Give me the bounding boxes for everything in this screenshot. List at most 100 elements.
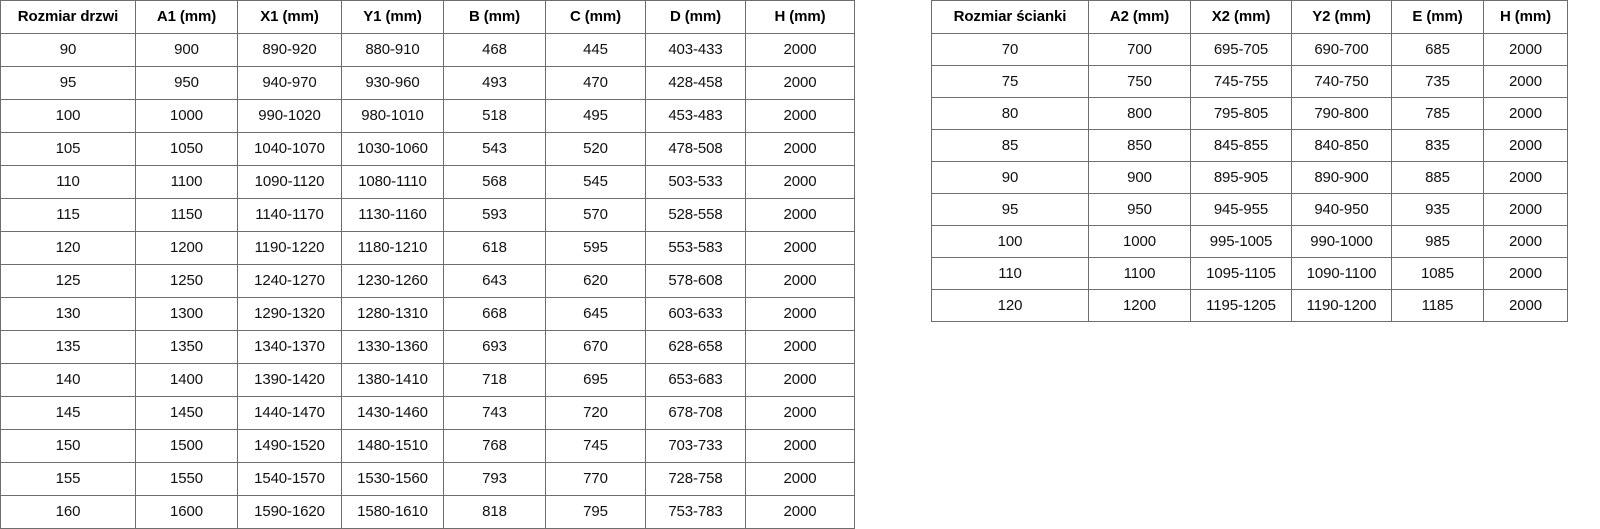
table-cell: 2000 — [745, 330, 855, 364]
table-row: 95 950 940-970 930-960 493 470 428-458 2000 — [0, 66, 855, 100]
table-row: 110 1100 1090-1120 1080-1110 568 545 503-533 20… — [0, 165, 855, 199]
table-cell: 2000 — [1483, 257, 1568, 290]
table-cell: 980-1010 — [341, 99, 444, 133]
table-cell: 1330-1360 — [341, 330, 444, 364]
table-cell: 520 — [545, 132, 646, 166]
table-cell: 1000 — [135, 99, 238, 133]
table-cell: 745 — [545, 429, 646, 463]
table-cell: 1550 — [135, 462, 238, 496]
table-cell: 2000 — [745, 462, 855, 496]
table-cell: 643 — [443, 264, 546, 298]
door-size-cell: 110 — [0, 165, 136, 199]
table-cell: 2000 — [745, 495, 855, 529]
table-row: 70 700 695-705 690-700 685 2000 — [931, 33, 1568, 66]
table-cell: 1030-1060 — [341, 132, 444, 166]
table-cell: 1380-1410 — [341, 363, 444, 397]
table-cell: 1480-1510 — [341, 429, 444, 463]
table-cell: 428-458 — [645, 66, 746, 100]
panel-size-cell: 70 — [931, 33, 1089, 66]
table-cell: 1280-1310 — [341, 297, 444, 331]
table-cell: 795-805 — [1190, 97, 1292, 130]
table-cell: 900 — [135, 33, 238, 67]
panel-size-cell: 90 — [931, 161, 1089, 194]
panel-size-table-container: Rozmiar ścianki A2 (mm) X2 (mm) Y2 (mm) E (m… — [931, 0, 1568, 322]
table-cell: 735 — [1391, 65, 1484, 98]
door-size-cell: 135 — [0, 330, 136, 364]
table-cell: 528-558 — [645, 198, 746, 232]
table-cell: 1400 — [135, 363, 238, 397]
table-cell: 890-920 — [237, 33, 342, 67]
door-size-cell: 105 — [0, 132, 136, 166]
table-cell: 2000 — [745, 33, 855, 67]
table-cell: 1190-1200 — [1291, 289, 1392, 322]
door-size-cell: 95 — [0, 66, 136, 100]
table-row: 90 900 895-905 890-900 885 2000 — [931, 161, 1568, 194]
table-cell: 995-1005 — [1190, 225, 1292, 258]
table-cell: 1500 — [135, 429, 238, 463]
table-cell: 2000 — [745, 264, 855, 298]
table-cell: 1085 — [1391, 257, 1484, 290]
panel-table-header-row: Rozmiar ścianki A2 (mm) X2 (mm) Y2 (mm) E (m… — [931, 0, 1568, 34]
table-cell: 2000 — [745, 396, 855, 430]
panel-size-table: Rozmiar ścianki A2 (mm) X2 (mm) Y2 (mm) E (m… — [931, 0, 1568, 322]
table-cell: 750 — [1088, 65, 1191, 98]
table-cell: 493 — [443, 66, 546, 100]
table-cell: 800 — [1088, 97, 1191, 130]
table-cell: 1100 — [1088, 257, 1191, 290]
table-cell: 578-608 — [645, 264, 746, 298]
table-cell: 668 — [443, 297, 546, 331]
table-cell: 890-900 — [1291, 161, 1392, 194]
table-cell: 2000 — [1483, 129, 1568, 162]
door-size-cell: 90 — [0, 33, 136, 67]
table-cell: 1490-1520 — [237, 429, 342, 463]
table-cell: 1140-1170 — [237, 198, 342, 232]
table-cell: 1340-1370 — [237, 330, 342, 364]
door-size-table-container: Rozmiar drzwi A1 (mm) X1 (mm) Y1 (mm) B (mm)… — [0, 0, 855, 529]
door-size-cell: 125 — [0, 264, 136, 298]
table-row: 85 850 845-855 840-850 835 2000 — [931, 129, 1568, 162]
table-cell: 628-658 — [645, 330, 746, 364]
table-cell: 1100 — [135, 165, 238, 199]
table-cell: 685 — [1391, 33, 1484, 66]
panel-table-body: 70 700 695-705 690-700 685 2000 75 750 745-755 74… — [931, 33, 1568, 322]
panel-table-header: Rozmiar ścianki A2 (mm) X2 (mm) Y2 (mm) E (m… — [931, 0, 1568, 34]
table-cell: 2000 — [745, 429, 855, 463]
table-cell: 950 — [135, 66, 238, 100]
table-cell: 793 — [443, 462, 546, 496]
table-row: 145 1450 1440-1470 1430-1460 743 720 678-708 20… — [0, 396, 855, 430]
table-cell: 728-758 — [645, 462, 746, 496]
table-cell: 795 — [545, 495, 646, 529]
table-row: 115 1150 1140-1170 1130-1160 593 570 528-558 20… — [0, 198, 855, 232]
table-cell: 678-708 — [645, 396, 746, 430]
door-size-cell: 115 — [0, 198, 136, 232]
table-row: 150 1500 1490-1520 1480-1510 768 745 703-733 20… — [0, 429, 855, 463]
table-cell: 595 — [545, 231, 646, 265]
table-cell: 2000 — [1483, 193, 1568, 226]
table-row: 110 1100 1095-1105 1090-1100 1085 2000 — [931, 257, 1568, 290]
table-cell: 1040-1070 — [237, 132, 342, 166]
door-table-body: 90 900 890-920 880-910 468 445 403-433 2000 95 95… — [0, 33, 855, 529]
table-cell: 770 — [545, 462, 646, 496]
table-cell: 1430-1460 — [341, 396, 444, 430]
table-row: 120 1200 1195-1205 1190-1200 1185 2000 — [931, 289, 1568, 322]
table-cell: 703-733 — [645, 429, 746, 463]
table-row: 120 1200 1190-1220 1180-1210 618 595 553-583 20… — [0, 231, 855, 265]
table-row: 160 1600 1590-1620 1580-1610 818 795 753-783 20… — [0, 495, 855, 529]
table-cell: 2000 — [745, 165, 855, 199]
door-size-cell: 155 — [0, 462, 136, 496]
table-cell: 900 — [1088, 161, 1191, 194]
table-cell: 1180-1210 — [341, 231, 444, 265]
table-cell: 543 — [443, 132, 546, 166]
table-cell: 840-850 — [1291, 129, 1392, 162]
table-cell: 2000 — [1483, 161, 1568, 194]
panel-size-cell: 80 — [931, 97, 1089, 130]
table-cell: 670 — [545, 330, 646, 364]
table-row: 155 1550 1540-1570 1530-1560 793 770 728-758 20… — [0, 462, 855, 496]
panel-column-header: E (mm) — [1391, 0, 1484, 34]
table-cell: 1090-1120 — [237, 165, 342, 199]
panel-column-header: X2 (mm) — [1190, 0, 1292, 34]
door-size-cell: 160 — [0, 495, 136, 529]
table-cell: 940-950 — [1291, 193, 1392, 226]
table-cell: 940-970 — [237, 66, 342, 100]
table-cell: 753-783 — [645, 495, 746, 529]
